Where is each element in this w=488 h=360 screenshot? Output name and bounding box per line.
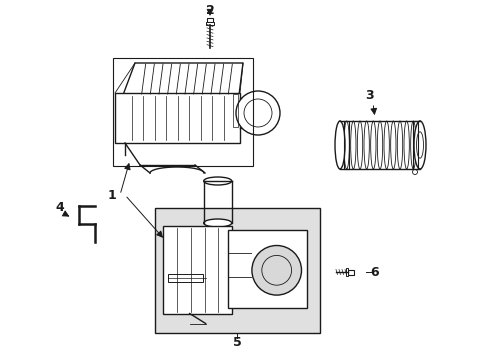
Bar bbox=[347, 270, 353, 274]
Circle shape bbox=[412, 170, 417, 175]
Circle shape bbox=[251, 246, 301, 295]
Bar bbox=[115, 93, 240, 143]
Text: 1: 1 bbox=[107, 189, 116, 202]
Bar bbox=[168, 274, 202, 282]
Ellipse shape bbox=[203, 177, 231, 185]
Bar bbox=[155, 208, 319, 333]
Bar bbox=[113, 58, 252, 166]
Circle shape bbox=[236, 91, 280, 135]
Text: 5: 5 bbox=[232, 337, 241, 350]
Ellipse shape bbox=[334, 121, 345, 169]
Bar bbox=[206, 18, 213, 22]
Bar bbox=[205, 22, 214, 24]
Bar bbox=[412, 121, 417, 169]
Bar bbox=[232, 94, 238, 127]
Text: 3: 3 bbox=[365, 89, 373, 102]
Ellipse shape bbox=[203, 219, 231, 227]
Bar bbox=[227, 230, 306, 307]
Ellipse shape bbox=[413, 121, 425, 169]
Text: 6: 6 bbox=[370, 266, 379, 279]
Bar bbox=[346, 268, 347, 276]
Text: 4: 4 bbox=[56, 201, 64, 213]
Bar bbox=[343, 121, 348, 169]
Bar bbox=[163, 226, 232, 314]
Text: 2: 2 bbox=[205, 4, 214, 17]
